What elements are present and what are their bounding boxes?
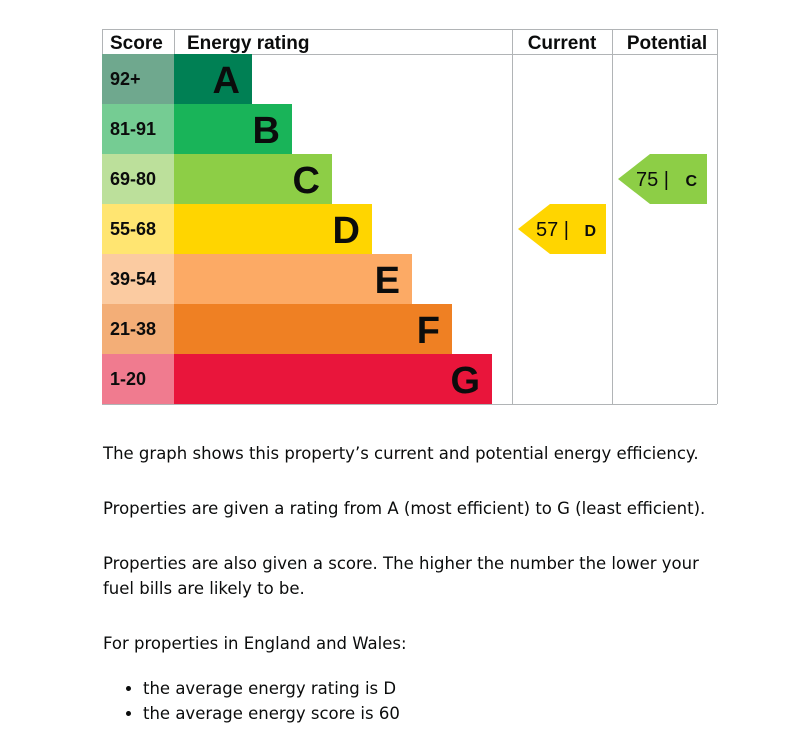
current-rating-pointer (518, 204, 606, 254)
score-range-b: 81-91 (110, 119, 156, 139)
description-graph: The graph shows this property’s current … (103, 444, 699, 463)
rating-bar-a (174, 54, 252, 104)
rating-letter-g: G (450, 360, 480, 402)
rating-bar-c (174, 154, 332, 204)
header-potential: Potential (627, 33, 707, 54)
description-rating: Properties are given a rating from A (mo… (103, 499, 706, 518)
score-cell-d (102, 204, 174, 254)
potential-rating-score: 75 | (636, 169, 669, 191)
score-cell-a (102, 54, 174, 104)
rating-letter-b: B (253, 110, 280, 152)
chart-headers: Score Energy rating Current Potential (110, 33, 707, 54)
score-range-g: 1-20 (110, 369, 146, 389)
score-cell-g (102, 354, 174, 404)
average-list: the average energy rating is D the avera… (103, 676, 723, 726)
score-range-c: 69-80 (110, 169, 156, 189)
score-range-f: 21-38 (110, 319, 156, 339)
description-england-wales: For properties in England and Wales: (103, 634, 407, 653)
potential-rating-pointer (618, 154, 707, 204)
description-score: Properties are also given a score. The h… (103, 554, 699, 598)
epc-rating-chart: Score Energy rating Current Potential 92… (102, 29, 718, 405)
current-rating-score: 57 | (536, 219, 569, 241)
rating-pointers: 57 | D 75 | C (518, 154, 707, 254)
rating-bar-b (174, 104, 292, 154)
rating-bar-e (174, 254, 412, 304)
rating-letter-f: F (417, 310, 440, 352)
rating-letter-d: D (333, 210, 360, 252)
header-current: Current (528, 33, 597, 54)
rating-bar-d (174, 204, 372, 254)
average-score-item: the average energy score is 60 (143, 701, 723, 726)
average-rating-item: the average energy rating is D (143, 676, 723, 701)
rating-bar-g (174, 354, 492, 404)
header-score: Score (110, 33, 163, 54)
score-cell-b (102, 104, 174, 154)
score-range-e: 39-54 (110, 269, 156, 289)
rating-letter-e: E (375, 260, 400, 302)
score-cell-e (102, 254, 174, 304)
rating-bands: 92+ A 81-91 B 69-80 C 55-68 D 39-54 E 21-38 F 1-20 G (102, 54, 492, 404)
rating-letter-c: C (293, 160, 320, 202)
score-range-a: 92+ (110, 69, 141, 89)
current-rating-letter: D (584, 223, 596, 240)
potential-rating-letter: C (685, 173, 697, 190)
score-cell-f (102, 304, 174, 354)
header-energy-rating: Energy rating (187, 33, 309, 54)
rating-letter-a: A (213, 60, 240, 102)
rating-bar-f (174, 304, 452, 354)
score-cell-c (102, 154, 174, 204)
score-range-d: 55-68 (110, 219, 156, 239)
